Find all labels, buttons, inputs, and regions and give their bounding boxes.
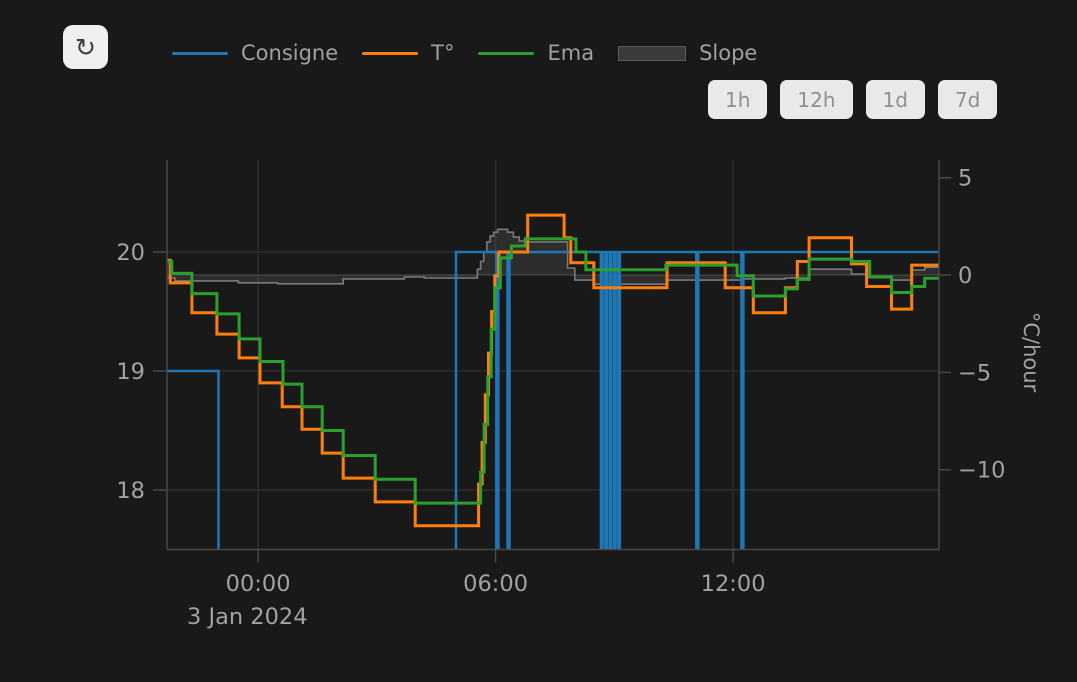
y-right-tick-label: 0 (958, 263, 972, 289)
refresh-icon: ↻ (75, 32, 96, 62)
series-slope-area (167, 229, 939, 285)
legend-item-slope[interactable]: Slope (618, 40, 758, 65)
series-t-line (167, 213, 939, 528)
y-left-tick-label: 18 (116, 478, 145, 504)
range-selector: 1h 12h 1d 7d (708, 80, 998, 119)
gridlines (167, 160, 939, 550)
y-left-tick-label: 20 (116, 240, 145, 266)
range-button-1d[interactable]: 1d (865, 80, 925, 119)
series-slope-line (167, 228, 939, 285)
y-left-tick-label: 19 (116, 359, 145, 385)
axis-labels: 20 19 18 5 0 −5 −10 00:00 06:00 12:00 3 Jan 2024 °C… (116, 166, 1043, 630)
legend-item-t-[interactable]: T° (362, 40, 455, 65)
legend-label: Slope (699, 40, 758, 65)
series-consigne-line (167, 250, 939, 550)
legend-line-swatch (478, 51, 535, 55)
x-tick-label: 00:00 (226, 571, 291, 597)
legend-item-ema[interactable]: Ema (478, 40, 595, 65)
legend-label: Ema (547, 40, 595, 65)
legend-area-swatch (618, 45, 687, 61)
y-right-axis-title: °C/hour (1019, 312, 1043, 393)
axes (153, 160, 951, 563)
x-axis-date-label: 3 Jan 2024 (187, 604, 308, 630)
x-tick-label: 12:00 (701, 571, 766, 597)
legend-label: Consigne (241, 40, 339, 65)
series-group (167, 213, 939, 550)
legend-line-swatch (172, 51, 228, 55)
series-ema-line (167, 237, 939, 505)
range-button-1h[interactable]: 1h (708, 80, 768, 119)
y-right-tick-label: 5 (958, 166, 972, 192)
legend-label: T° (431, 40, 455, 65)
y-right-tick-label: −10 (958, 458, 1005, 484)
y-right-tick-label: −5 (958, 360, 991, 386)
range-button-7d[interactable]: 7d (937, 80, 998, 119)
x-tick-label: 06:00 (463, 571, 528, 597)
legend-item-consigne[interactable]: Consigne (172, 40, 339, 65)
plot-area[interactable] (167, 160, 939, 550)
range-button-12h[interactable]: 12h (780, 80, 853, 119)
legend-line-swatch (362, 51, 419, 55)
chart-legend: Consigne T° Ema Slope (172, 40, 781, 66)
refresh-button[interactable]: ↻ (63, 25, 108, 69)
